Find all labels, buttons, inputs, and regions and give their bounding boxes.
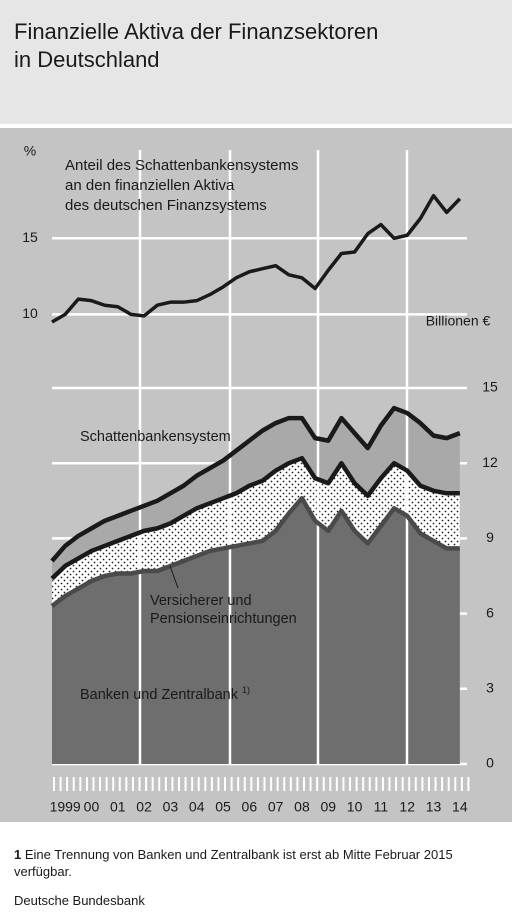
footnote-marker: 1 — [14, 847, 22, 862]
series-label: Banken und Zentralbank — [80, 686, 238, 703]
x-tick-label: 02 — [136, 799, 152, 815]
x-tick-label: 06 — [242, 799, 258, 815]
y-tick-label: 15 — [22, 229, 38, 245]
series-line — [50, 496, 460, 608]
y-tick-label: 6 — [486, 604, 494, 620]
footnote: 1 Eine Trennung von Banken und Zentralba… — [14, 846, 504, 880]
x-tick-label: 13 — [426, 799, 442, 815]
annotation-line: an den finanziellen Aktiva — [65, 177, 235, 194]
series-label: Versicherer und Pensionseinrichtungen — [150, 593, 297, 627]
series-line — [50, 405, 461, 563]
area — [52, 498, 460, 764]
y-axis-label: Billionen € — [426, 313, 491, 329]
title: Finanzielle Aktiva der Finanzsektoren in … — [14, 18, 378, 74]
y-tick-label: 0 — [486, 755, 494, 771]
series-line — [51, 193, 462, 324]
x-tick-label: 1999 — [50, 799, 81, 815]
footnote-text: Eine Trennung von Banken und Zentralbank… — [14, 847, 453, 879]
annotation-line: des deutschen Finanzsystems — [65, 197, 267, 214]
annotation-line: Anteil des Schattenbankensystems — [65, 157, 299, 174]
x-tick-label: 14 — [452, 799, 468, 815]
series-line — [50, 455, 460, 581]
y-axis-label: % — [24, 143, 36, 159]
y-tick-label: 10 — [22, 305, 38, 321]
title-line: Finanzielle Aktiva der Finanzsektoren — [14, 19, 379, 44]
y-tick-label: 15 — [482, 379, 498, 395]
x-tick-label: 04 — [189, 799, 205, 815]
leader-line — [169, 565, 179, 589]
x-tick-label: 05 — [215, 799, 231, 815]
note-marker: 1) — [242, 685, 251, 695]
header-box — [0, 0, 512, 124]
y-tick-label: 3 — [486, 680, 494, 696]
series-label: Schattenbankensystem — [80, 429, 231, 445]
x-tick-label: 10 — [347, 799, 363, 815]
x-tick-label: 08 — [294, 799, 310, 815]
y-tick-label: 9 — [486, 529, 494, 545]
x-tick-label: 00 — [84, 799, 100, 815]
x-tick-label: 01 — [110, 799, 126, 815]
x-tick-label: 12 — [399, 799, 415, 815]
annotation: Anteil des Schattenbankensystems an den f… — [65, 156, 298, 216]
area — [52, 408, 460, 579]
x-tick-label: 07 — [268, 799, 284, 815]
source: Deutsche Bundesbank — [14, 893, 145, 908]
title-line: in Deutschland — [14, 47, 160, 72]
x-tick-label: 09 — [320, 799, 336, 815]
y-tick-label: 12 — [482, 454, 498, 470]
x-tick-label: 11 — [374, 799, 389, 815]
x-tick-label: 03 — [163, 799, 179, 815]
